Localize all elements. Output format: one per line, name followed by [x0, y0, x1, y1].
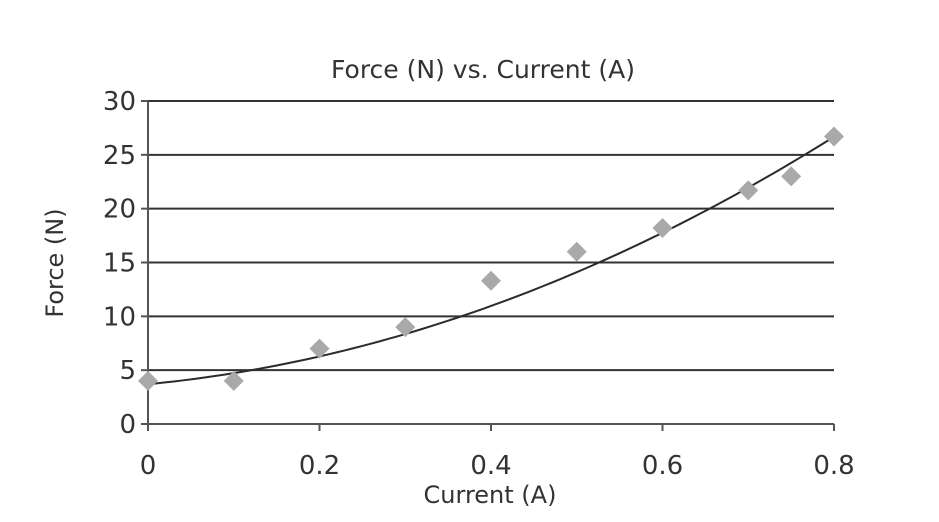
x-tick-label-0.2: 0.2 [299, 451, 340, 481]
y-tick-label-10: 10 [103, 302, 136, 332]
data-point-9 [824, 126, 844, 147]
x-tick-label-0.8: 0.8 [813, 451, 854, 481]
chart-title: Force (N) vs. Current (A) [331, 55, 635, 84]
data-point-6 [652, 218, 673, 239]
x-axis-label: Current (A) [424, 481, 557, 509]
axes [141, 100, 835, 431]
data-point-4 [481, 270, 501, 291]
x-tick-label-0.6: 0.6 [642, 451, 683, 481]
data-point-5 [566, 241, 587, 262]
data-point-2 [309, 338, 330, 359]
y-tick-labels: 0 5 10 15 20 25 30 [103, 87, 136, 440]
data-points [138, 126, 844, 391]
data-point-8 [781, 166, 802, 187]
x-tick-label-0.4: 0.4 [470, 451, 511, 481]
y-tick-label-20: 20 [103, 195, 136, 225]
x-tick-labels: 0 0.2 0.4 0.6 0.8 [140, 451, 855, 481]
y-tick-label-30: 30 [103, 87, 136, 117]
gridlines [148, 100, 834, 372]
y-tick-label-0: 0 [119, 410, 136, 440]
y-tick-label-25: 25 [103, 141, 136, 171]
y-tick-label-15: 15 [103, 249, 136, 279]
y-tick-label-5: 5 [119, 356, 136, 386]
trendline [147, 135, 835, 386]
data-point-3 [395, 317, 416, 338]
data-point-0 [138, 370, 158, 391]
data-point-7 [738, 180, 759, 201]
x-tick-label-0: 0 [140, 451, 157, 481]
data-point-1 [223, 370, 244, 391]
y-axis-label: Force (N) [41, 208, 69, 317]
